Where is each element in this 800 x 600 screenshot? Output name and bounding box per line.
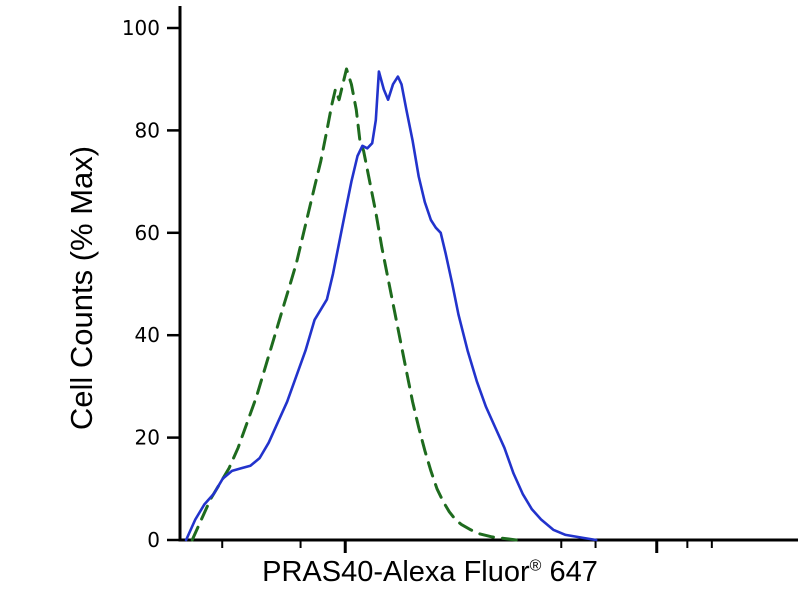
y-tick-label: 60 [135, 221, 160, 245]
solid-blue-curve [184, 70, 598, 542]
x-axis-title-suffix: 647 [541, 556, 598, 588]
y-axis-title: Cell Counts (% Max) [64, 145, 99, 431]
x-axis-title: PRAS40-Alexa Fluor® 647 [180, 556, 680, 589]
y-tick-label: 20 [135, 426, 160, 450]
y-tick-label: 80 [135, 118, 160, 142]
dashed-green-curve [190, 67, 519, 542]
x-axis-title-text: PRAS40-Alexa Fluor [262, 556, 530, 588]
y-tick-label: 0 [147, 528, 160, 552]
y-tick-label: 40 [135, 323, 160, 347]
y-tick-label: 100 [122, 16, 160, 40]
registered-trademark-symbol: ® [529, 557, 542, 575]
